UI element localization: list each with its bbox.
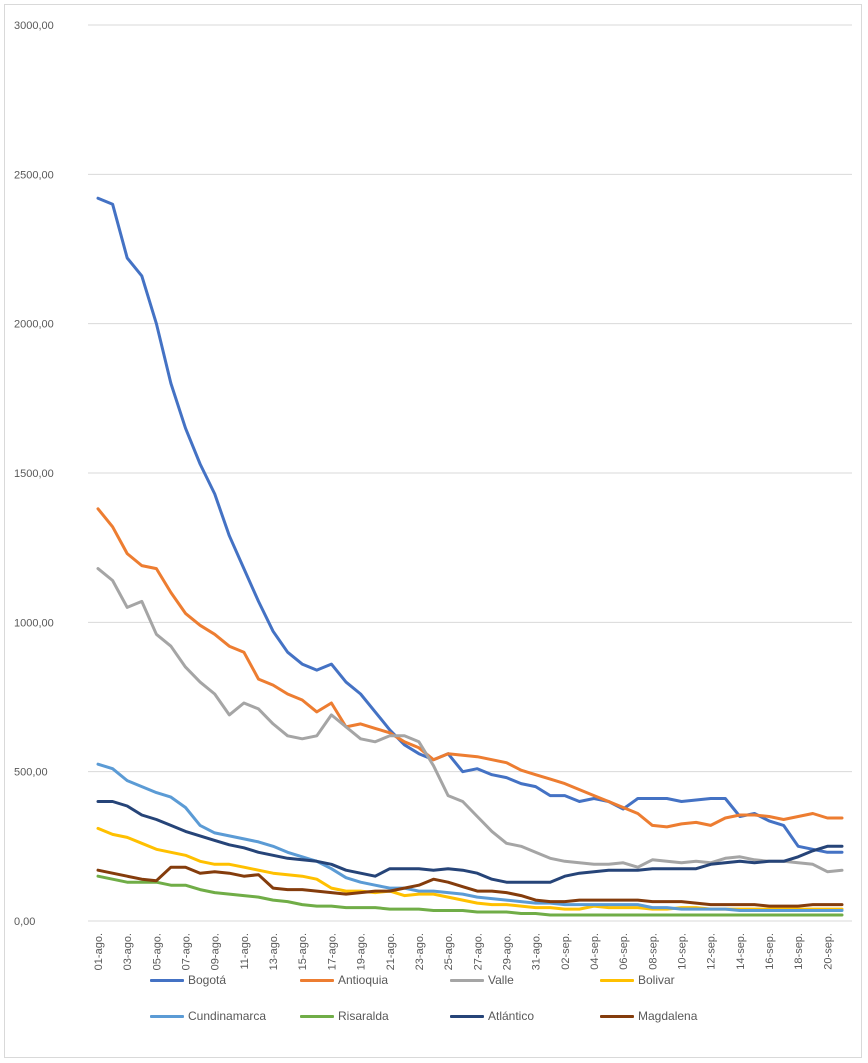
legend-label: Atlántico [488, 1009, 535, 1023]
legend-item: Valle [450, 972, 600, 988]
legend-swatch [450, 1014, 484, 1018]
x-tick-label: 04-sep. [589, 933, 601, 970]
series-line-magdalena [96, 865, 844, 908]
y-tick-label: 2000,00 [14, 319, 54, 331]
x-tick-label: 31-ago. [531, 933, 543, 970]
x-tick-label: 16-sep. [764, 933, 776, 970]
legend-label: Valle [488, 973, 514, 987]
legend-item: Magdalena [600, 1008, 750, 1024]
x-tick-label: 17-ago. [326, 933, 338, 970]
y-axis-ticks: 0,00 500,00 1000,00 1500,00 2000,00 2500,00 30… [14, 20, 54, 928]
y-tick-label: 0,00 [14, 916, 35, 928]
legend-swatch [300, 978, 334, 982]
x-tick-label: 06-sep. [618, 933, 630, 970]
x-tick-label: 20-sep. [822, 933, 834, 970]
x-tick-label: 21-ago. [385, 933, 397, 970]
legend-swatch [600, 1014, 634, 1018]
legend-swatch [600, 978, 634, 982]
series-line-valle [96, 567, 844, 874]
x-tick-label: 08-sep. [647, 933, 659, 970]
x-tick-label: 27-ago. [472, 933, 484, 970]
x-tick-label: 05-ago. [151, 933, 163, 970]
legend-label: Bogotá [188, 973, 227, 987]
legend-swatch [450, 978, 484, 982]
legend-item: Atlántico [450, 1008, 600, 1024]
x-tick-label: 07-ago. [181, 933, 193, 970]
x-tick-label: 29-ago. [501, 933, 513, 970]
x-tick-label: 10-sep. [677, 933, 689, 970]
legend-item: Risaralda [300, 1008, 450, 1024]
gridlines [88, 24, 852, 922]
x-axis-ticks: 01-ago. 03-ago. 05-ago. 07-ago. 09-ago. 11-ag… [93, 933, 834, 970]
x-tick-label: 18-sep. [793, 933, 805, 970]
series-line-bogota [96, 196, 844, 854]
legend-swatch [150, 978, 184, 982]
x-tick-label: 14-sep. [735, 933, 747, 970]
y-tick-label: 3000,00 [14, 20, 54, 32]
legend-swatch [150, 1014, 184, 1018]
legend-swatch [300, 1014, 334, 1018]
x-tick-label: 12-sep. [706, 933, 718, 970]
series-line-risaralda [96, 874, 844, 917]
x-tick-label: 02-sep. [560, 933, 572, 970]
x-tick-label: 03-ago. [122, 933, 134, 970]
y-tick-label: 1000,00 [14, 617, 54, 629]
x-tick-label: 09-ago. [210, 933, 222, 970]
series-line-antioquia [96, 507, 844, 829]
legend-label: Magdalena [638, 1009, 698, 1023]
legend-item: Cundinamarca [150, 1008, 300, 1024]
x-tick-label: 25-ago. [443, 933, 455, 970]
x-tick-label: 13-ago. [268, 933, 280, 970]
legend-label: Antioquia [338, 973, 389, 987]
legend-label: Risaralda [338, 1009, 389, 1023]
x-tick-label: 19-ago. [356, 933, 368, 970]
legend-label: Bolivar [638, 973, 675, 987]
series-lines [96, 196, 844, 917]
series-line-atlantico [96, 800, 844, 884]
x-tick-label: 23-ago. [414, 933, 426, 970]
y-tick-label: 500,00 [14, 767, 48, 779]
x-tick-label: 11-ago. [239, 933, 251, 970]
chart-frame [4, 4, 862, 1058]
y-tick-label: 1500,00 [14, 468, 54, 480]
legend: Bogotá Antioquia Valle Bolivar Cundinamarca R… [150, 972, 790, 1024]
legend-label: Cundinamarca [188, 1009, 267, 1023]
legend-item: Antioquia [300, 972, 450, 988]
legend-item: Bogotá [150, 972, 300, 988]
series-line-cundinamarca [96, 762, 844, 912]
legend-item: Bolivar [600, 972, 750, 988]
y-tick-label: 2500,00 [14, 169, 54, 181]
x-tick-label: 01-ago. [93, 933, 105, 970]
x-tick-label: 15-ago. [297, 933, 309, 970]
